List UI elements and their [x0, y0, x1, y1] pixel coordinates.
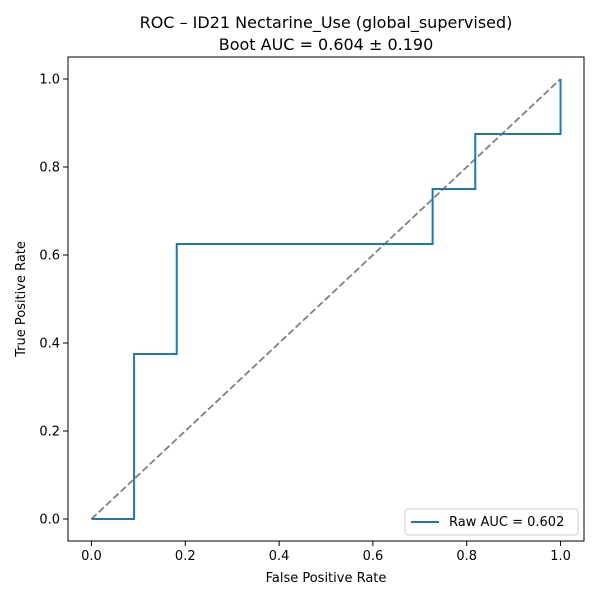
y-tick-label: 0.0 — [39, 513, 60, 528]
y-tick-label: 0.4 — [39, 337, 60, 352]
y-tick-label: 1.0 — [39, 73, 60, 88]
y-axis-ticks: 0.0 0.2 0.4 0.6 0.8 1.0 — [39, 73, 68, 528]
legend-label-raw-auc: Raw AUC = 0.602 — [449, 515, 564, 530]
chart-title: ROC – ID21 Nectarine_Use (global_supervi… — [140, 13, 513, 33]
plot-frame — [67, 56, 585, 542]
x-tick-label: 0.2 — [175, 549, 196, 564]
y-tick-label: 0.2 — [39, 425, 60, 440]
y-axis-label: True Positive Rate — [14, 241, 29, 358]
x-tick-label: 0.4 — [269, 549, 290, 564]
chance-diagonal-line — [90, 78, 562, 520]
legend-box — [404, 508, 579, 536]
legend: Raw AUC = 0.602 — [404, 508, 579, 536]
series-layer — [90, 78, 562, 520]
roc-curve-line — [91, 79, 562, 520]
chart-subtitle: Boot AUC = 0.604 ± 0.190 — [219, 35, 434, 54]
x-tick-label: 1.0 — [550, 549, 571, 564]
x-tick-label: 0.0 — [81, 549, 102, 564]
x-axis-label: False Positive Rate — [266, 571, 387, 586]
x-tick-label: 0.6 — [363, 549, 384, 564]
x-axis-ticks: 0.0 0.2 0.4 0.6 0.8 1.0 — [81, 541, 571, 564]
y-tick-label: 0.8 — [39, 161, 60, 176]
x-tick-label: 0.8 — [456, 549, 477, 564]
y-tick-label: 0.6 — [39, 249, 60, 264]
